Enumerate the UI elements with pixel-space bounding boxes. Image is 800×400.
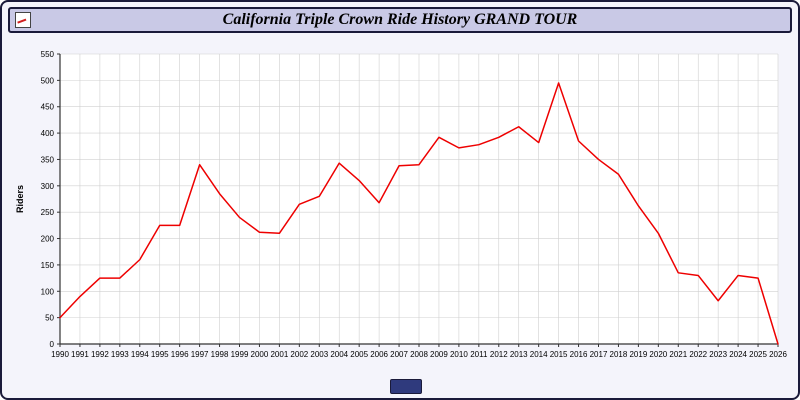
x-tick-label: 2003 [310,350,328,359]
chart-panel: 1990 1991 1992 1993 1994 1995 1996 1997 1998 1999… [2,40,798,384]
x-tick-label: 1991 [71,350,89,359]
x-tick-label: 2006 [370,350,388,359]
y-tick-label: 150 [41,261,55,270]
y-tick-label: 100 [41,287,55,296]
x-tick-label: 2018 [610,350,628,359]
x-tick-label: 2000 [251,350,269,359]
y-tick-label: 300 [41,182,55,191]
x-tick-label: 2004 [330,350,348,359]
x-tick-label: 1997 [191,350,209,359]
x-tick-label: 2014 [530,350,548,359]
x-tick-label: 1996 [171,350,189,359]
title-bar: California Triple Crown Ride History GRA… [8,7,792,33]
chart-app-icon [15,12,31,28]
x-tick-label: 2024 [729,350,747,359]
y-tick-label: 450 [41,103,55,112]
footer-button[interactable] [390,379,422,394]
x-tick-label: 1993 [111,350,129,359]
y-tick-label: 50 [45,314,54,323]
x-tick-label: 1994 [131,350,149,359]
x-tick-label: 2008 [410,350,428,359]
x-tick-label: 2026 [769,350,787,359]
y-tick-label: 500 [41,76,55,85]
x-tick-label: 1998 [211,350,229,359]
y-tick-label: 200 [41,235,55,244]
x-tick-label: 2016 [570,350,588,359]
x-tick-label: 2005 [350,350,368,359]
x-tick-label: 2010 [450,350,468,359]
x-tick-label: 2017 [590,350,608,359]
x-tick-label: 2001 [270,350,288,359]
x-tick-label: 2007 [390,350,408,359]
riders-line-chart: 1990 1991 1992 1993 1994 1995 1996 1997 1998 1999… [15,50,787,359]
x-tick-label: 2020 [649,350,667,359]
x-tick-label: 2023 [709,350,727,359]
x-tick-label: 2021 [669,350,687,359]
x-tick-label: 2015 [550,350,568,359]
x-tick-label: 1992 [91,350,109,359]
y-tick-label: 400 [41,129,55,138]
y-tick-label: 350 [41,155,55,164]
y-tick-label: 550 [41,50,55,59]
x-tick-label: 2011 [470,350,488,359]
y-axis-title: Riders [15,185,25,213]
x-tick-label: 2013 [510,350,528,359]
riders-series-line [59,82,779,345]
x-tick-label: 1999 [231,350,249,359]
window-title: California Triple Crown Ride History GRA… [222,11,578,28]
y-tick-label: 250 [41,208,55,217]
x-tick-label: 2012 [490,350,508,359]
x-tick-label: 2002 [290,350,308,359]
x-tick-label: 2022 [689,350,707,359]
y-tick-label: 0 [50,340,55,349]
x-tick-label: 1990 [51,350,69,359]
x-tick-label: 2025 [749,350,767,359]
x-tick-label: 2009 [430,350,448,359]
x-tick-label: 2019 [629,350,647,359]
x-tick-label: 1995 [151,350,169,359]
